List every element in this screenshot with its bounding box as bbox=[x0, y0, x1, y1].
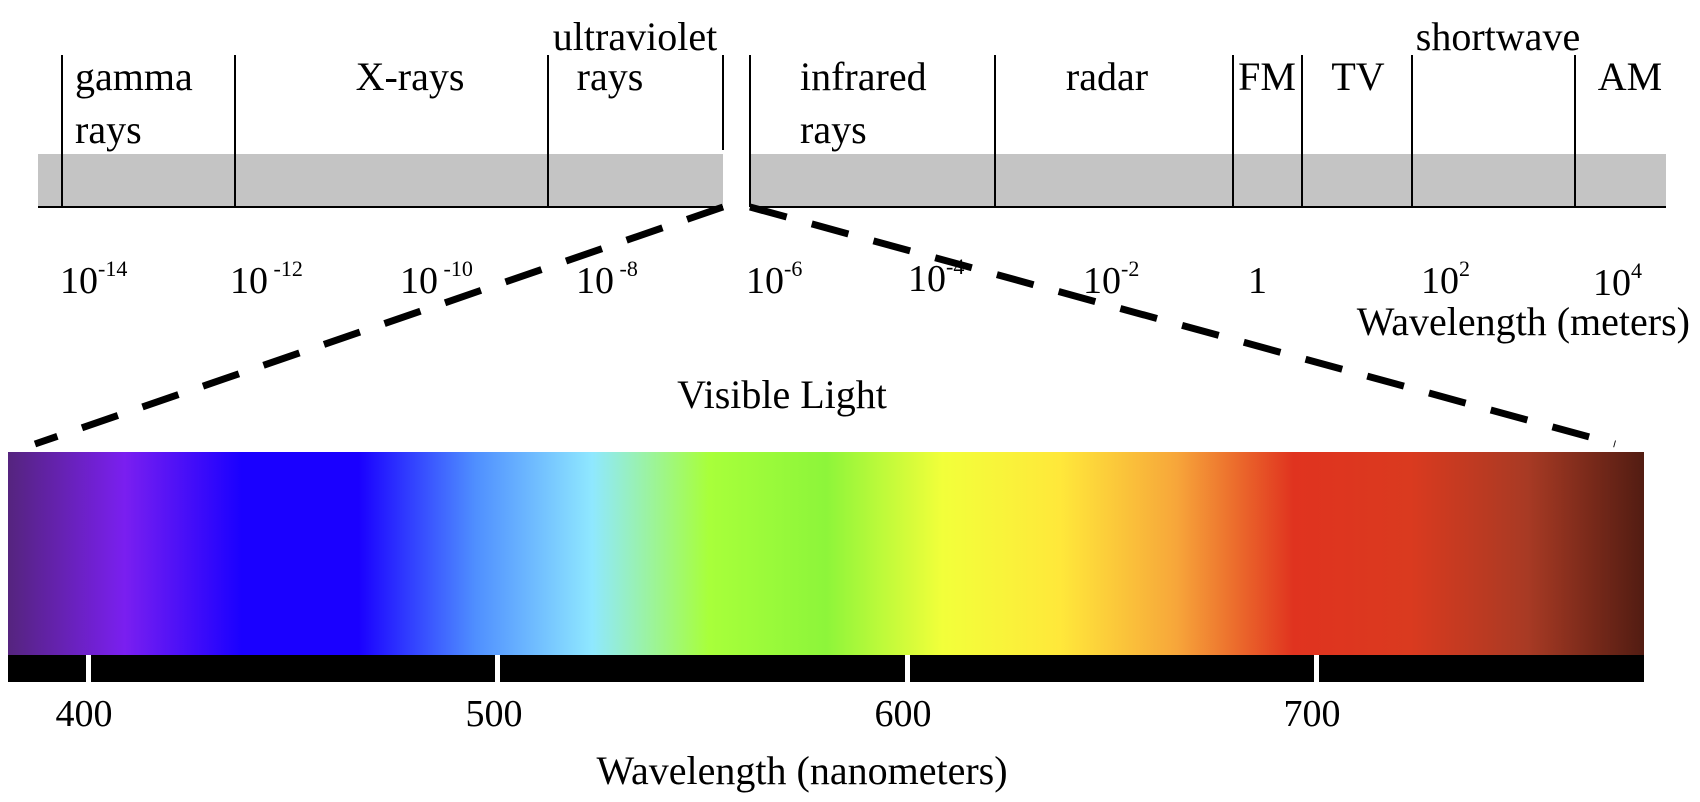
nm-tick-mark-600 bbox=[905, 655, 910, 682]
visible-spectrum-strip bbox=[8, 452, 1644, 655]
wavelength-tick-1e-12: 10 -12 bbox=[230, 256, 303, 302]
wavelength-tick-1e-14: 10-14 bbox=[60, 256, 127, 302]
wavelength-tick-1e-8: 10 -8 bbox=[576, 256, 638, 302]
zoom-dash-left bbox=[35, 207, 723, 444]
region-infrared-line2: rays bbox=[800, 107, 867, 152]
top-axis-label: Wavelength (meters) bbox=[1357, 299, 1690, 344]
nm-tick-label-400: 400 bbox=[56, 693, 113, 735]
region-gamma-line2: rays bbox=[75, 107, 142, 152]
em-spectrum-band bbox=[38, 154, 1666, 207]
bottom-axis-label: Wavelength (nanometers) bbox=[596, 748, 1007, 793]
region-infrared-line1: infrared bbox=[800, 54, 927, 99]
region-ultraviolet-line2: rays bbox=[577, 54, 644, 99]
region-fm-label: FM bbox=[1238, 54, 1296, 99]
nm-tick-mark-400 bbox=[86, 655, 91, 682]
visible-light-title: Visible Light bbox=[677, 372, 887, 417]
wavelength-tick-1e4: 104 bbox=[1593, 258, 1642, 304]
region-radar-label: radar bbox=[1066, 54, 1148, 99]
nm-ruler-bar bbox=[8, 655, 1644, 682]
region-am-label: AM bbox=[1598, 54, 1662, 99]
region-tv-label: TV bbox=[1331, 54, 1384, 99]
nm-tick-label-600: 600 bbox=[875, 693, 932, 735]
nm-tick-label-700: 700 bbox=[1284, 693, 1341, 735]
wavelength-tick-1: 1 bbox=[1248, 260, 1267, 302]
wavelength-tick-1e2: 102 bbox=[1421, 256, 1470, 302]
wavelength-tick-1e-6: 10-6 bbox=[746, 256, 802, 302]
nm-tick-label-500: 500 bbox=[466, 693, 523, 735]
nm-tick-mark-700 bbox=[1314, 655, 1319, 682]
nm-tick-mark-500 bbox=[495, 655, 500, 682]
region-ultraviolet-line1: ultraviolet bbox=[553, 14, 717, 59]
region-gamma-line1: gamma bbox=[75, 54, 193, 99]
region-xrays-label: X-rays bbox=[356, 54, 465, 99]
wavelength-tick-1e-2: 10-2 bbox=[1083, 256, 1139, 302]
region-shortwave-label: shortwave bbox=[1416, 14, 1580, 59]
visible-window-gap bbox=[723, 150, 750, 212]
